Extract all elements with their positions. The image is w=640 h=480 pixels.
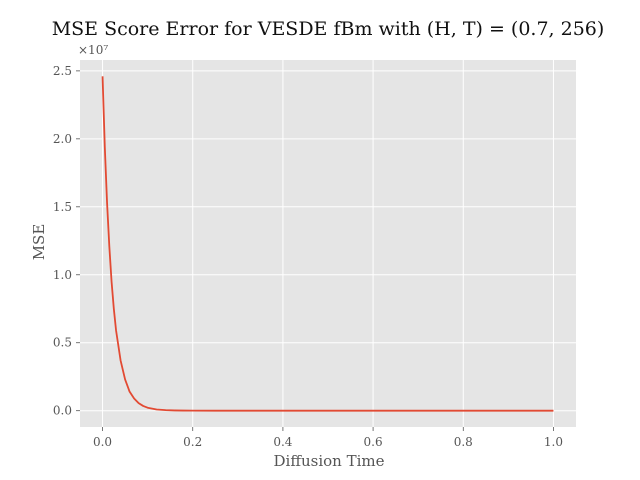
y-tick-label: 1.0 [53, 268, 72, 282]
x-axis-label: Diffusion Time [274, 452, 385, 470]
chart-title: MSE Score Error for VESDE fBm with (H, T… [52, 18, 605, 40]
x-tick-label: 1.0 [544, 435, 563, 449]
x-tick-label: 0.8 [454, 435, 473, 449]
y-tick-label: 0.5 [53, 336, 72, 350]
y-tick-label: 1.5 [53, 200, 72, 214]
x-tick-label: 0.6 [364, 435, 383, 449]
y-axis-label: MSE [30, 224, 48, 261]
tick-labels: 0.0 0.2 0.4 0.6 0.8 1.0 0.0 0.5 1.0 1.5 2.0 2.5 [53, 64, 563, 449]
series-layer [101, 76, 554, 412]
y-tick-label: 2.5 [53, 64, 72, 78]
x-tick-label: 0.4 [273, 435, 292, 449]
y-tick-label: 2.0 [53, 132, 72, 146]
y-tick-label: 0.0 [53, 404, 72, 418]
mse-series-line [101, 76, 554, 412]
x-tick-label: 0.0 [93, 435, 112, 449]
x-tick-label: 0.2 [183, 435, 202, 449]
y-offset-label: ×10⁷ [78, 43, 108, 57]
plot-area [80, 60, 576, 427]
